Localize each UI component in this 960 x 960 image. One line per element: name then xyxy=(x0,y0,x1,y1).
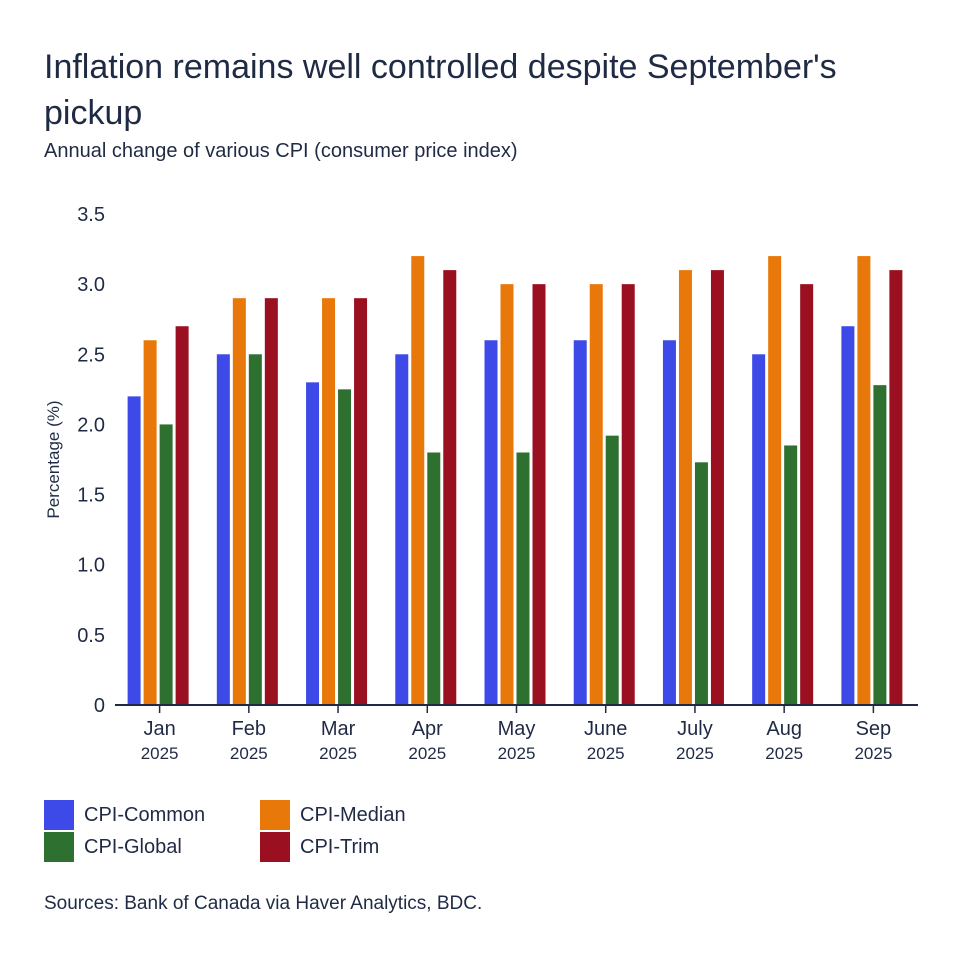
bar-cpi-median-mar xyxy=(322,298,336,705)
y-tick-label: 3.5 xyxy=(77,204,105,226)
x-tick-year-label: 2025 xyxy=(319,744,357,763)
y-tick-label: 2.5 xyxy=(77,344,105,366)
legend-swatch-cpi-global xyxy=(44,832,74,862)
x-tick-label-may: May xyxy=(498,718,536,740)
bar-cpi-common-jan xyxy=(127,396,141,705)
bar-cpi-global-aug xyxy=(784,445,798,705)
bar-cpi-common-sep xyxy=(841,326,855,705)
x-tick-year-label: 2025 xyxy=(498,744,536,763)
bar-cpi-median-aug xyxy=(768,256,782,705)
bar-cpi-global-june xyxy=(605,435,619,705)
bar-cpi-trim-apr xyxy=(443,270,457,705)
bar-cpi-trim-sep xyxy=(889,270,903,705)
legend-swatch-cpi-trim xyxy=(260,832,290,862)
legend-item-cpi-common: CPI-Common xyxy=(44,800,205,830)
bar-cpi-global-jan xyxy=(159,424,173,705)
bar-cpi-global-mar xyxy=(338,389,352,705)
bar-cpi-median-jan xyxy=(143,340,157,705)
bar-cpi-median-july xyxy=(678,270,692,705)
bar-cpi-global-july xyxy=(694,462,708,705)
x-tick-year-label: 2025 xyxy=(408,744,446,763)
bar-cpi-median-sep xyxy=(857,256,871,705)
y-axis-label: Percentage (%) xyxy=(44,400,63,518)
legend-swatch-cpi-common xyxy=(44,800,74,830)
bar-cpi-global-sep xyxy=(873,385,887,705)
bar-cpi-trim-mar xyxy=(354,298,368,705)
x-tick-year-label: 2025 xyxy=(676,744,714,763)
bar-cpi-common-feb xyxy=(216,354,230,705)
bar-cpi-trim-june xyxy=(621,284,635,705)
legend-label-cpi-common: CPI-Common xyxy=(84,803,206,826)
bar-cpi-median-feb xyxy=(232,298,246,705)
chart-subtitle: Annual change of various CPI (consumer p… xyxy=(44,140,518,162)
bar-cpi-global-feb xyxy=(248,354,262,705)
legend-swatch-cpi-median xyxy=(260,800,290,830)
bar-cpi-common-may xyxy=(484,340,498,705)
y-tick-label: 3.0 xyxy=(77,274,105,296)
bar-cpi-trim-aug xyxy=(800,284,814,705)
x-tick-year-label: 2025 xyxy=(765,744,803,763)
x-tick-label-mar: Mar xyxy=(321,718,356,740)
x-tick-label-feb: Feb xyxy=(232,718,266,740)
y-tick-label: 0 xyxy=(94,695,105,717)
x-tick-label-june: June xyxy=(584,718,627,740)
bar-cpi-trim-may xyxy=(532,284,546,705)
bar-cpi-median-apr xyxy=(411,256,425,705)
x-tick-label-july: July xyxy=(677,718,713,740)
bar-cpi-trim-jan xyxy=(175,326,189,705)
legend-item-cpi-trim: CPI-Trim xyxy=(260,832,379,862)
bar-cpi-median-may xyxy=(500,284,514,705)
x-tick-year-label: 2025 xyxy=(230,744,268,763)
x-tick-year-label: 2025 xyxy=(141,744,179,763)
bar-cpi-trim-feb xyxy=(264,298,278,705)
legend-item-cpi-global: CPI-Global xyxy=(44,832,182,862)
bar-cpi-trim-july xyxy=(710,270,724,705)
source-note: Sources: Bank of Canada via Haver Analyt… xyxy=(44,893,483,914)
bar-cpi-global-may xyxy=(516,452,530,705)
y-tick-label: 0.5 xyxy=(77,625,105,647)
bar-cpi-common-mar xyxy=(306,382,320,705)
bar-cpi-common-june xyxy=(573,340,587,705)
x-tick-label-apr: Apr xyxy=(412,718,443,740)
chart-title: Inflation remains well controlled despit… xyxy=(44,48,837,132)
bar-cpi-median-june xyxy=(589,284,603,705)
legend-label-cpi-global: CPI-Global xyxy=(84,835,182,858)
legend-label-cpi-trim: CPI-Trim xyxy=(300,835,380,858)
x-tick-label-aug: Aug xyxy=(766,718,802,740)
bar-cpi-global-apr xyxy=(427,452,441,705)
x-tick-label-sep: Sep xyxy=(856,718,892,740)
x-tick-year-label: 2025 xyxy=(854,744,892,763)
y-tick-label: 1.5 xyxy=(77,485,105,507)
x-tick-label-jan: Jan xyxy=(143,718,175,740)
bar-cpi-common-aug xyxy=(752,354,766,705)
y-tick-label: 1.0 xyxy=(77,555,105,577)
x-tick-year-label: 2025 xyxy=(587,744,625,763)
y-tick-label: 2.0 xyxy=(77,414,105,436)
legend-label-cpi-median: CPI-Median xyxy=(300,803,406,826)
bar-cpi-common-apr xyxy=(395,354,409,705)
legend-item-cpi-median: CPI-Median xyxy=(260,800,406,830)
bar-cpi-common-july xyxy=(662,340,676,705)
